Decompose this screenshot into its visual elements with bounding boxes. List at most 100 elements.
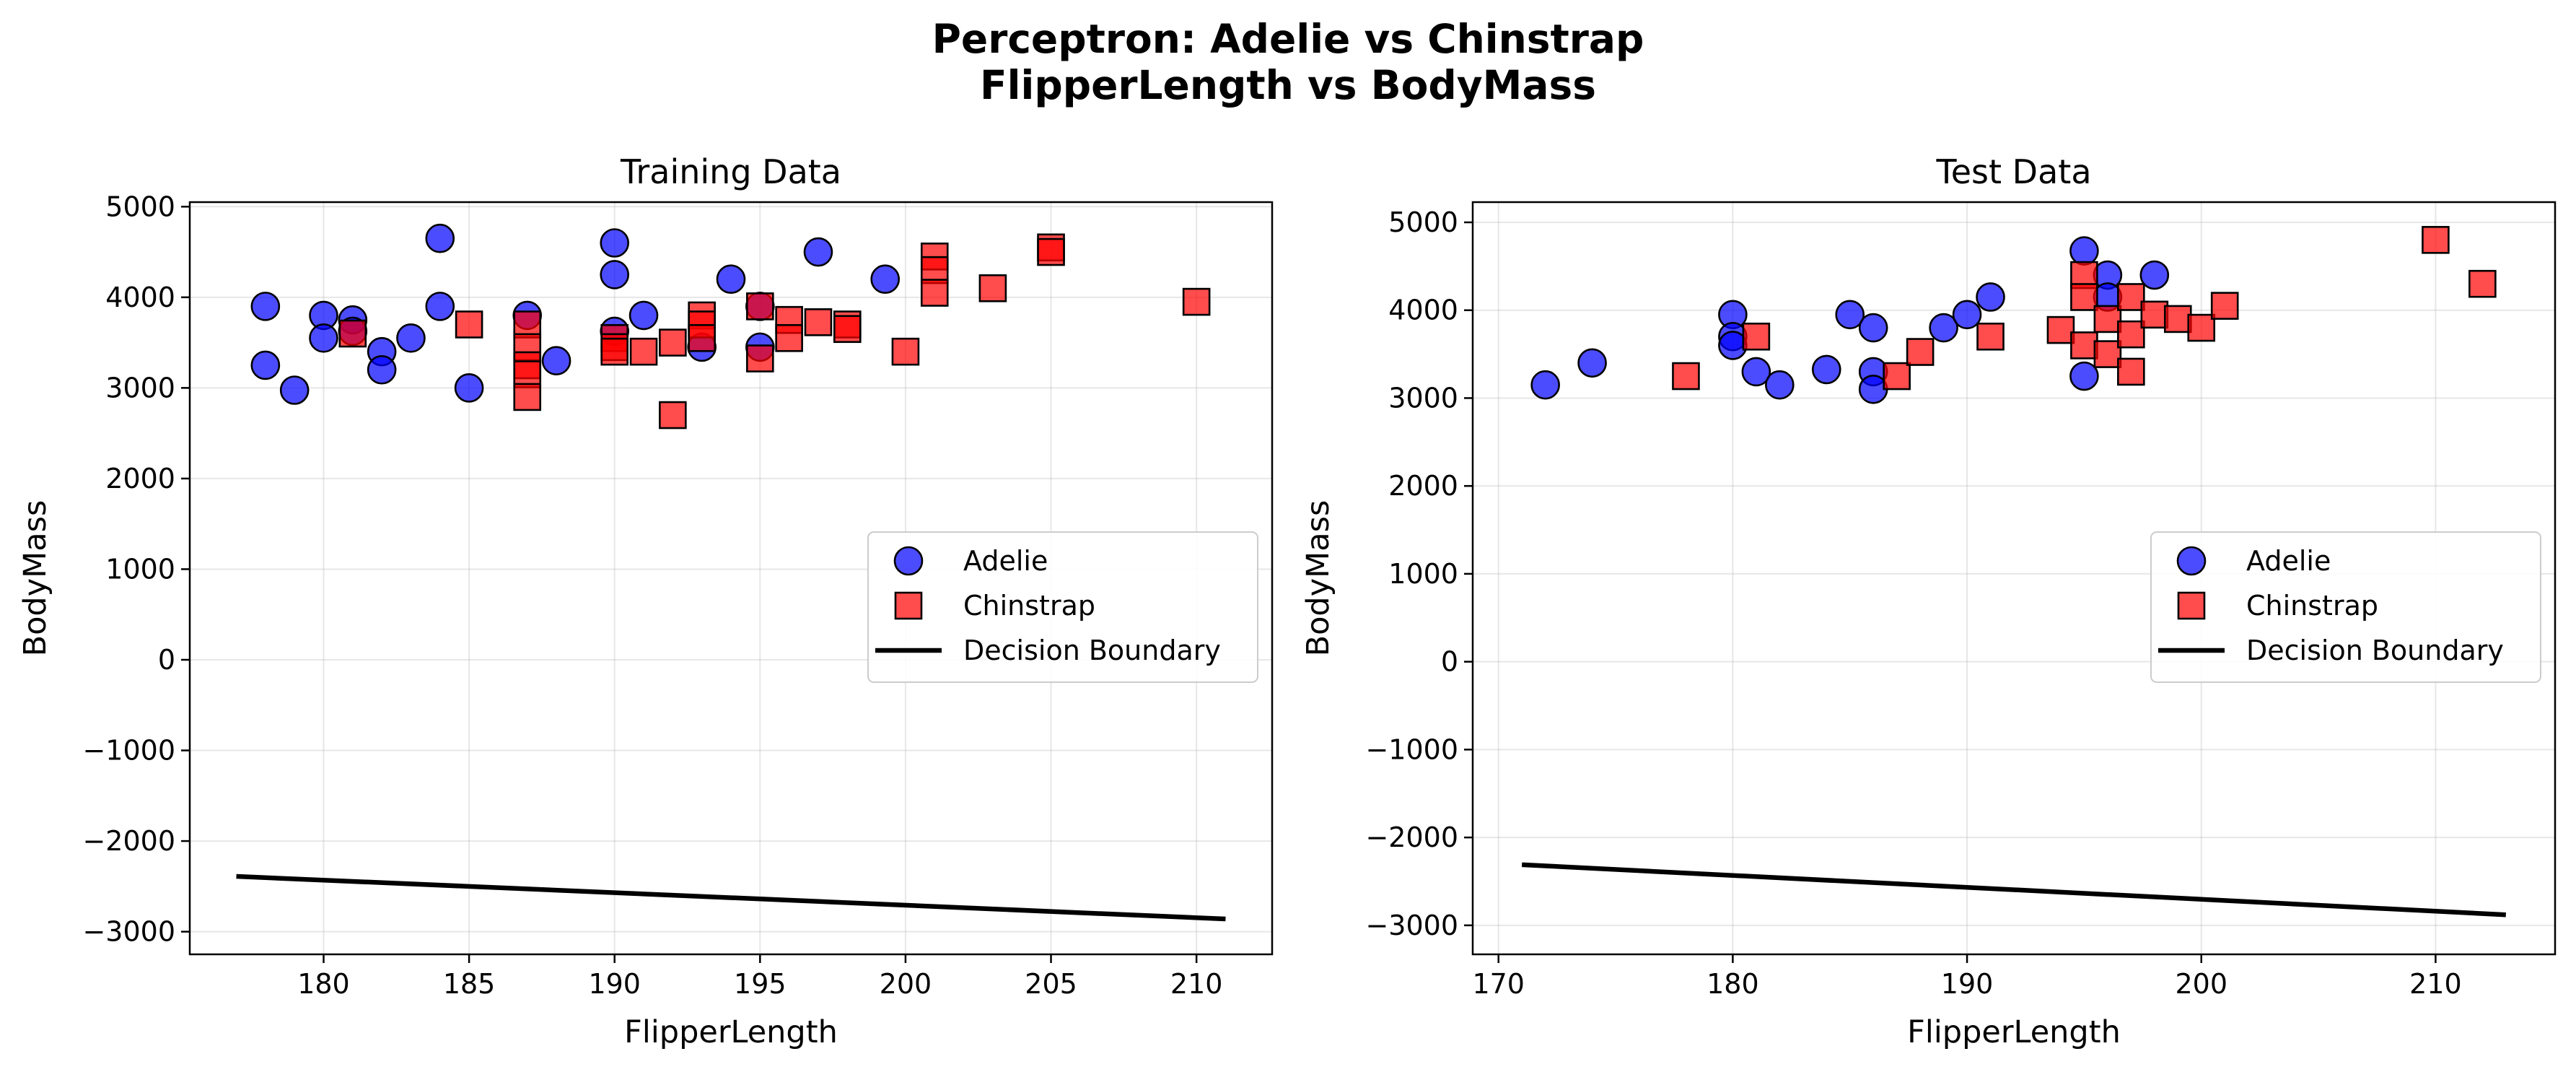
legend-chinstrap-marker	[894, 591, 923, 620]
chinstrap-point	[2187, 313, 2216, 342]
y-tick-label: −1000	[82, 735, 175, 767]
chinstrap-point	[629, 337, 658, 366]
legend-label: Adelie	[2246, 545, 2331, 577]
test-chart-title: Test Data	[1935, 152, 2091, 191]
chinstrap-point	[2117, 283, 2145, 311]
y-tick-label: −3000	[82, 916, 175, 948]
legend: Adelie Chinstrap Decision Boundary	[867, 531, 1258, 683]
adelie-point	[2069, 361, 2099, 391]
adelie-point	[367, 354, 397, 385]
y-tick-label: 3000	[105, 372, 175, 404]
y-tick-label: 0	[1441, 646, 1458, 678]
figure-title-line-2: FlipperLength vs BodyMass	[980, 62, 1596, 108]
y-tick-label: 0	[158, 644, 175, 676]
chinstrap-point	[513, 310, 542, 339]
adelie-point	[600, 228, 630, 258]
x-axis-label: FlipperLength	[1907, 1014, 2121, 1050]
chinstrap-point	[659, 328, 687, 357]
adelie-point	[803, 237, 833, 267]
figure-title-line-1: Perceptron: Adelie vs Chinstrap	[932, 16, 1644, 62]
legend-box	[2150, 531, 2541, 683]
adelie-point	[454, 373, 484, 403]
chinstrap-point	[833, 315, 862, 344]
y-tick-label: 2000	[1388, 470, 1458, 502]
y-tick-label: 5000	[105, 191, 175, 222]
chinstrap-point	[2163, 305, 2192, 334]
chinstrap-point	[659, 401, 687, 430]
legend-label: Chinstrap	[963, 590, 1095, 622]
chinstrap-point	[2422, 226, 2450, 254]
x-tick-label: 190	[588, 968, 641, 1000]
chinstrap-point	[1742, 322, 1771, 351]
legend-adelie-marker	[893, 546, 924, 576]
chinstrap-point	[2070, 283, 2098, 311]
x-tick-label: 205	[1025, 968, 1077, 1000]
legend-label: Chinstrap	[2246, 590, 2378, 622]
chinstrap-point	[1037, 238, 1065, 266]
adelie-point	[1577, 348, 1607, 378]
training-chart-title: Training Data	[620, 152, 841, 191]
chinstrap-point	[1883, 362, 1911, 391]
test-plot-area	[1522, 226, 2506, 918]
chinstrap-point	[2093, 305, 2122, 334]
adelie-point	[870, 264, 901, 295]
chinstrap-point	[338, 319, 367, 348]
adelie-point	[1835, 300, 1865, 330]
adelie-point	[628, 300, 659, 331]
adelie-point	[541, 346, 571, 375]
chinstrap-point	[513, 360, 542, 388]
chinstrap-point	[1906, 338, 1935, 366]
chinstrap-point	[1182, 287, 1211, 316]
adelie-point	[1929, 313, 1958, 343]
adelie-point	[309, 323, 338, 353]
adelie-point	[1765, 370, 1795, 400]
adelie-point	[250, 292, 281, 321]
y-tick-label: 1000	[1388, 558, 1458, 590]
chinstrap-point	[2046, 315, 2075, 344]
chinstrap-point	[891, 337, 920, 366]
chinstrap-point	[1672, 362, 1700, 391]
chinstrap-point	[2117, 357, 2145, 386]
legend-adelie-marker	[2176, 546, 2207, 576]
training-plot-area	[236, 223, 1226, 922]
y-tick-label: 3000	[1388, 382, 1458, 414]
x-tick-label: 210	[1170, 968, 1223, 1000]
training-data-chart: 180 185 190 195 200 205 210 −3000 −2000 −1000 0 100…	[17, 152, 1274, 1050]
adelie-point	[279, 375, 310, 405]
adelie-point	[250, 350, 281, 380]
chinstrap-point	[978, 274, 1007, 302]
x-tick-label: 190	[1941, 968, 1994, 1000]
y-tick-label: 1000	[105, 553, 175, 585]
chinstrap-point	[804, 308, 833, 336]
adelie-point	[600, 260, 630, 289]
adelie-point	[396, 323, 426, 353]
y-tick-label: 2000	[105, 463, 175, 494]
chinstrap-point	[746, 344, 774, 372]
chinstrap-point	[600, 337, 629, 366]
chinstrap-point	[2093, 340, 2122, 368]
chinstrap-point	[2468, 269, 2497, 298]
y-tick-label: −2000	[1365, 822, 1458, 853]
adelie-point	[425, 223, 455, 253]
y-tick-label: −2000	[82, 825, 175, 857]
adelie-point	[425, 292, 455, 321]
chinstrap-point	[2070, 331, 2098, 359]
adelie-point	[1952, 300, 1982, 330]
x-tick-label: 195	[734, 968, 787, 1000]
test-data-chart: 170 180 190 200 210 −3000 −2000 −1000 0 1000 2000 3…	[1300, 152, 2557, 1050]
chinstrap-point	[746, 292, 774, 321]
y-tick-label: 4000	[1388, 295, 1458, 326]
training-axes-frame	[188, 201, 1274, 956]
y-tick-label: −3000	[1365, 910, 1458, 941]
adelie-point	[1858, 313, 1888, 343]
adelie-point	[1741, 357, 1771, 387]
legend-label: Decision Boundary	[963, 635, 1221, 666]
chinstrap-point	[688, 324, 716, 352]
y-tick-label: 4000	[105, 282, 175, 313]
x-tick-label: 180	[1707, 968, 1759, 1000]
y-axis-label: BodyMass	[17, 500, 53, 657]
legend: Adelie Chinstrap Decision Boundary	[2150, 531, 2541, 683]
adelie-point	[716, 264, 746, 295]
legend-label: Decision Boundary	[2246, 635, 2504, 666]
